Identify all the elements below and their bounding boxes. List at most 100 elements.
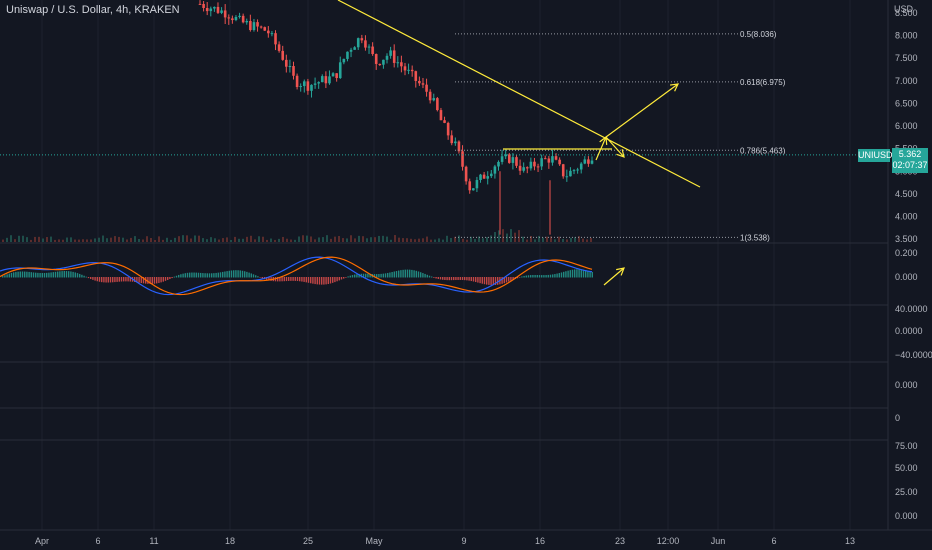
volume-bar	[78, 239, 80, 242]
macd-hist	[156, 277, 158, 284]
candle-body	[515, 157, 518, 166]
macd-hist	[105, 277, 107, 283]
volume-bar	[202, 238, 204, 242]
macd-hist	[536, 275, 538, 278]
candle-body	[267, 30, 270, 34]
volume-bar	[386, 236, 388, 242]
macd-hist	[19, 271, 21, 278]
macd-hist	[356, 274, 358, 278]
candle-body	[587, 159, 590, 164]
candle-body	[378, 63, 382, 65]
candle-body	[335, 73, 338, 79]
volume-bar	[446, 235, 448, 242]
volume-bar	[54, 239, 56, 242]
macd-hist	[153, 277, 156, 284]
candle-body	[299, 86, 302, 88]
candle-body	[558, 159, 561, 165]
volume-bar	[590, 238, 592, 242]
time-tick: Apr	[35, 536, 49, 546]
volume-bar	[82, 239, 84, 242]
volume-bar	[26, 237, 28, 242]
volume-bar	[306, 235, 308, 242]
macd-hist	[444, 277, 446, 281]
macd-hist	[98, 277, 101, 282]
volume-bar	[410, 238, 412, 242]
price-tick: 8.500	[895, 8, 918, 18]
candle-body	[547, 158, 551, 163]
macd-hist	[57, 271, 59, 278]
macd-hist	[516, 277, 519, 279]
arrow-up-short	[595, 136, 607, 161]
volume-bar	[42, 238, 44, 242]
macd-hist	[455, 277, 457, 281]
price-tick: 7.000	[895, 76, 918, 86]
macd-hist	[171, 277, 173, 279]
volume-bar	[478, 236, 480, 242]
candle-body	[583, 159, 587, 164]
macd-hist	[118, 277, 120, 282]
macd-hist	[494, 277, 497, 286]
macd-hist	[461, 277, 464, 281]
symbol-badge: UNIUSD	[858, 149, 893, 162]
volume-bar	[314, 239, 316, 242]
macd-hist	[316, 277, 318, 285]
macd-line	[0, 256, 593, 296]
price-tick: 6.000	[895, 121, 918, 131]
macd-hist	[13, 272, 15, 278]
macd-hist	[83, 275, 85, 278]
macd-hist	[312, 277, 314, 284]
volume-bar	[158, 236, 160, 242]
macd-hist	[556, 273, 558, 278]
macd-hist	[189, 272, 191, 278]
pane-tick: 0.200	[895, 248, 918, 258]
macd-hist	[510, 277, 512, 281]
volume-bar	[362, 236, 364, 242]
macd-hist	[255, 275, 257, 278]
grid	[0, 0, 932, 531]
time-tick: 12:00	[657, 536, 680, 546]
candle-body	[576, 169, 579, 171]
candle-body	[497, 161, 500, 167]
volume-bar	[186, 235, 188, 242]
price-tick: 4.000	[895, 211, 918, 221]
volume-bar	[290, 239, 292, 242]
arrow-target-head	[669, 83, 680, 92]
volume-bar	[14, 239, 16, 242]
macd-hist	[450, 277, 453, 281]
macd-hist	[422, 273, 424, 278]
volume-bar	[182, 235, 184, 242]
candle-body	[263, 27, 267, 31]
macd-hist	[259, 277, 261, 278]
candle-body	[209, 8, 213, 12]
macd-hist	[43, 272, 46, 278]
candle-body	[525, 167, 529, 169]
macd-hist	[79, 273, 81, 278]
macd-hist	[574, 269, 576, 278]
macd-hist	[127, 277, 129, 282]
macd-hist	[285, 277, 288, 282]
macd-hist	[431, 276, 433, 278]
volume-bar	[166, 237, 168, 242]
candle-body	[198, 3, 202, 5]
volume-bar	[486, 237, 488, 242]
candle-body	[454, 141, 457, 144]
pane-tick: 75.00	[895, 441, 918, 451]
macd-hist	[136, 277, 138, 283]
macd-hist	[197, 272, 200, 278]
volume-bar	[526, 239, 528, 242]
macd-hist	[200, 272, 202, 278]
macd-hist	[37, 272, 39, 278]
time-tick: 6	[95, 536, 100, 546]
volume-bar	[586, 239, 588, 242]
volume-bar	[134, 236, 136, 242]
macd-hist	[235, 270, 237, 278]
macd-hist	[87, 277, 90, 279]
macd-hist	[46, 272, 48, 278]
volume-bar	[150, 238, 152, 242]
macd-hist	[576, 269, 578, 278]
macd-hist	[501, 277, 503, 284]
candle-body	[504, 154, 507, 157]
macd-hist	[252, 274, 255, 278]
candle-body	[213, 6, 216, 9]
